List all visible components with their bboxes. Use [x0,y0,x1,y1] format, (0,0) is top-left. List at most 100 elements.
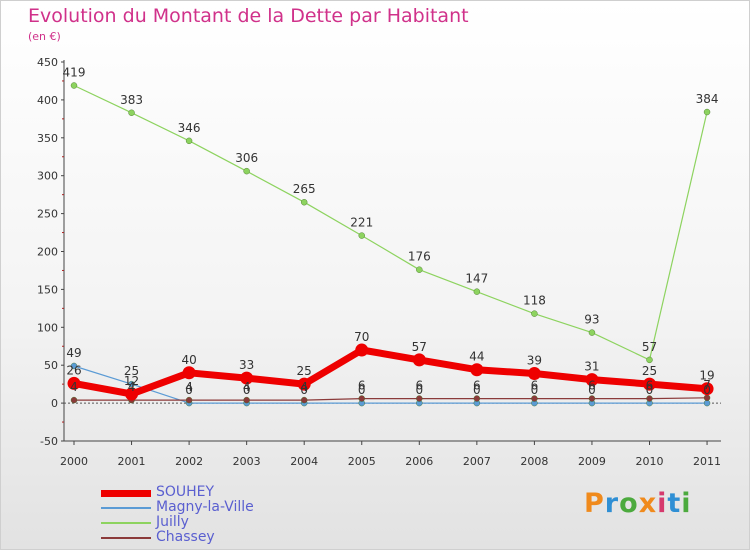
x-tick-label: 2011 [693,455,721,468]
data-point [301,396,308,404]
x-tick-label: 2004 [290,455,318,468]
data-label: 0 [415,383,423,397]
data-point [700,382,714,396]
legend-swatch [101,507,151,509]
x-tick-label: 2002 [175,455,203,468]
data-label: 70 [354,330,369,344]
data-label: 49 [66,346,81,360]
logo-letter: i [657,488,668,519]
data-label: 176 [408,250,431,264]
chart-series-lines [70,84,711,404]
legend-label: Juilly [156,514,189,530]
legend-label: Magny-la-Ville [156,499,254,515]
data-label: 6 [415,379,423,393]
data-label: 26 [66,363,81,377]
x-tick-label: 2006 [405,455,433,468]
data-point [243,396,250,404]
series-line-0 [70,346,711,398]
data-label: 4 [243,380,251,394]
data-label: 44 [469,350,484,364]
data-label: 25 [124,364,139,378]
data-point [527,367,541,381]
x-tick-label: 2000 [60,455,88,468]
logo-letter: x [638,488,658,519]
series-line-3 [73,397,708,401]
data-point [67,376,81,390]
data-point [473,288,481,295]
y-tick-label: 50 [44,359,58,372]
data-label: 19 [699,369,714,383]
data-label: 57 [412,340,427,354]
data-point [182,366,196,380]
data-point [703,108,711,116]
legend-label: Chassey [156,529,215,545]
data-label: 147 [465,272,488,286]
x-tick-label: 2009 [578,455,606,468]
data-point [588,329,596,336]
chart-data-points [67,82,714,407]
data-label: 39 [527,354,542,368]
data-label: 306 [235,151,258,165]
data-label: 0 [646,383,654,397]
logo-letter: o [619,488,639,519]
data-label: 6 [646,379,654,393]
data-point [185,137,193,145]
y-tick-label: 150 [37,283,58,296]
data-point [301,199,308,206]
data-label: 6 [531,379,539,393]
x-tick-label: 2007 [463,455,491,468]
data-label: 0 [243,383,251,397]
data-point [646,356,653,364]
data-label: 118 [523,294,546,308]
data-label: 419 [63,65,86,79]
data-point [416,266,423,273]
data-label: 93 [584,313,599,327]
legend-label: SOUHEY [156,484,215,500]
data-label: 6 [358,379,366,393]
x-tick-label: 2008 [520,455,548,468]
data-label: 25 [297,364,312,378]
data-label: 0 [531,383,539,397]
chart-unit-label: (en €) [28,30,61,43]
data-label: 0 [703,383,711,397]
data-point [355,343,369,357]
data-label: 4 [300,380,308,394]
series-line-2 [73,84,708,361]
data-label: 0 [588,383,596,397]
data-label: 6 [473,379,481,393]
data-point [70,82,78,89]
data-point [531,310,538,317]
y-tick-label: 350 [37,132,58,145]
data-point [646,395,653,402]
chart-title: Evolution du Montant de la Dette par Hab… [28,5,469,27]
legend-swatch [101,537,151,539]
data-point [358,395,365,402]
data-label: 4 [70,380,78,394]
logo-letter: r [604,488,620,519]
data-label: 4 [185,380,193,394]
data-label: 265 [293,182,316,196]
x-tick-label: 2001 [118,455,146,468]
data-label: 221 [350,216,373,230]
data-label: 0 [300,383,308,397]
data-label: 25 [642,364,657,378]
data-point [643,377,656,391]
data-point [125,387,139,401]
legend-swatch [101,522,151,524]
data-label: 7 [703,378,711,392]
data-label: 31 [584,360,599,374]
y-tick-label: 0 [51,397,58,410]
data-point [128,380,135,388]
data-label: 0 [473,383,481,397]
y-tick-label: 450 [37,56,58,69]
data-label: 33 [239,358,254,372]
y-tick-label: 400 [37,94,58,107]
legend-swatch [101,489,151,497]
y-tick-label: -50 [40,435,58,448]
logo-letter: P [584,488,605,519]
data-point [243,167,250,175]
data-label: 0 [358,383,366,397]
